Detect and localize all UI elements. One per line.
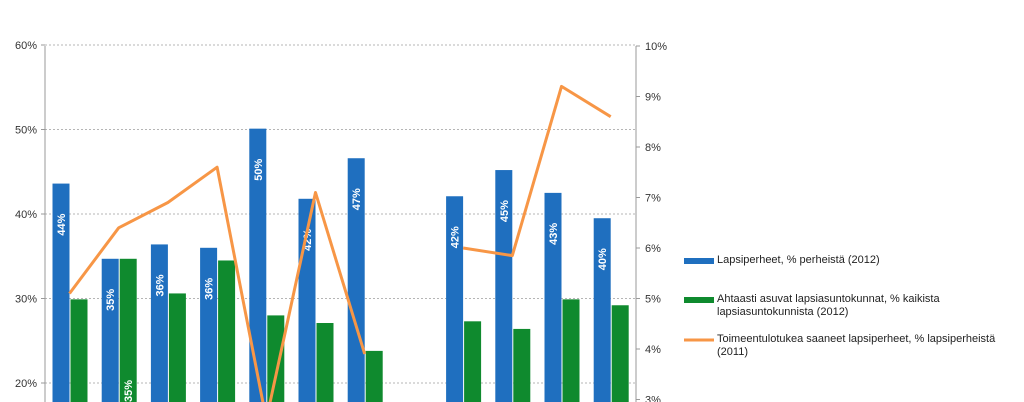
right-tick-label: 8% [645,142,661,154]
data-label-ahtaasti: 35% [123,380,135,402]
bar-lapsiperheet [52,183,70,402]
bar-ahtaasti [513,328,531,402]
legend-item-ahtaasti: Ahtaasti asuvat lapsiasuntokunnat, % kai… [684,293,1020,319]
right-tick-label: 6% [645,243,661,255]
left-tick-label: 50% [15,125,37,137]
legend-swatch-blue [684,258,714,264]
gridlines [45,44,636,384]
bar-lapsiperheet [150,244,168,402]
right-tick-label: 4% [645,344,661,356]
legend-item-toimeentulotuki: Toimeentulotukea saaneet lapsiperheet, %… [684,333,1020,359]
data-label-lapsiperheet: 36% [154,274,166,296]
bar-lapsiperheet [200,247,218,402]
bar-lapsiperheet [495,170,513,402]
data-label-lapsiperheet: 35% [105,289,117,311]
left-axis-ticks: 20% 30% 40% 50% 60% [15,40,45,390]
legend-label-ahtaasti: Ahtaasti asuvat lapsiasuntokunnat, % kai… [717,293,940,318]
right-tick-label: 7% [645,193,661,205]
right-tick-label: 10% [645,41,667,53]
left-tick-label: 60% [15,40,37,52]
legend-swatch-green [684,297,714,303]
line-segment [68,165,367,402]
legend-swatch-orange [684,338,714,342]
left-tick-label: 40% [15,209,37,221]
line-segment [462,84,612,258]
data-label-lapsiperheet: 43% [548,223,560,245]
right-tick-label: 3% [645,395,661,402]
legend-item-lapsiperheet: Lapsiperheet, % perheistä (2012) [684,254,1020,267]
series-toimeentulotuki-line [68,84,612,402]
bar-lapsiperheet [593,218,611,402]
bar-ahtaasti [218,260,236,402]
right-axis-ticks: 3% 4% 5% 6% 7% 8% 9% 10% [636,41,667,402]
bar-lapsiperheet [249,128,267,402]
series-ahtaasti-bars [70,258,629,402]
data-label-lapsiperheet: 40% [597,248,609,270]
bar-data-labels: 44%35%36% 36%50%42%47%42%45%43%40%35% [56,158,609,402]
bar-ahtaasti [316,323,334,402]
left-tick-label: 20% [15,378,37,390]
left-tick-label: 30% [15,294,37,306]
right-tick-label: 9% [645,92,661,104]
data-label-lapsiperheet: 50% [253,158,265,180]
bar-ahtaasti [562,299,580,402]
bar-ahtaasti [611,305,629,402]
bar-lapsiperheet [101,258,119,402]
data-label-lapsiperheet: 47% [351,188,363,210]
series-lapsiperheet-bars [52,128,611,402]
data-label-lapsiperheet: 44% [56,213,68,235]
bar-ahtaasti [464,321,482,402]
legend-label-lapsiperheet: Lapsiperheet, % perheistä (2012) [717,254,880,266]
bar-ahtaasti [70,299,88,402]
bar-ahtaasti [267,315,285,402]
axes [44,46,637,402]
data-label-lapsiperheet: 45% [499,200,511,222]
bar-ahtaasti [365,350,383,402]
data-label-lapsiperheet: 42% [450,226,462,248]
bar-ahtaasti [168,293,186,402]
data-label-lapsiperheet: 36% [204,278,216,300]
legend-label-toimeentulotuki: Toimeentulotukea saaneet lapsiperheet, %… [717,333,996,358]
bar-ahtaasti [119,258,137,402]
right-tick-label: 5% [645,294,661,306]
bar-lapsiperheet [544,192,562,402]
bar-lapsiperheet [446,196,464,402]
